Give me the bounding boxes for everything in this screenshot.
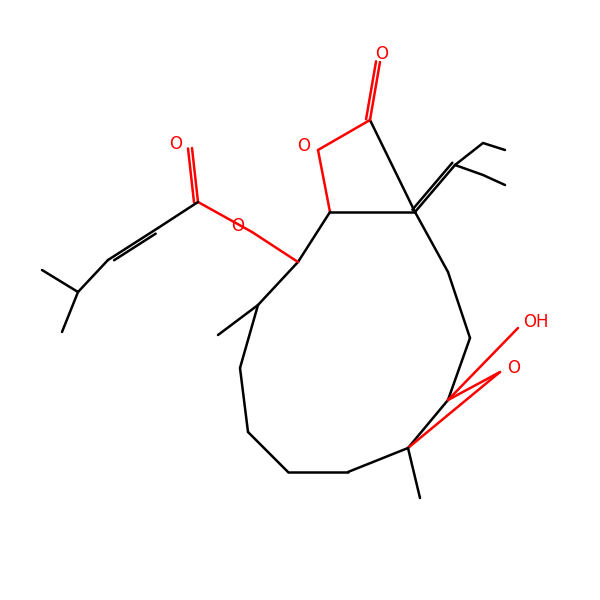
Text: O: O	[508, 359, 521, 377]
Text: O: O	[376, 45, 389, 63]
Text: OH: OH	[523, 313, 549, 331]
Text: O: O	[170, 135, 182, 153]
Text: O: O	[298, 137, 311, 155]
Text: O: O	[232, 217, 245, 235]
